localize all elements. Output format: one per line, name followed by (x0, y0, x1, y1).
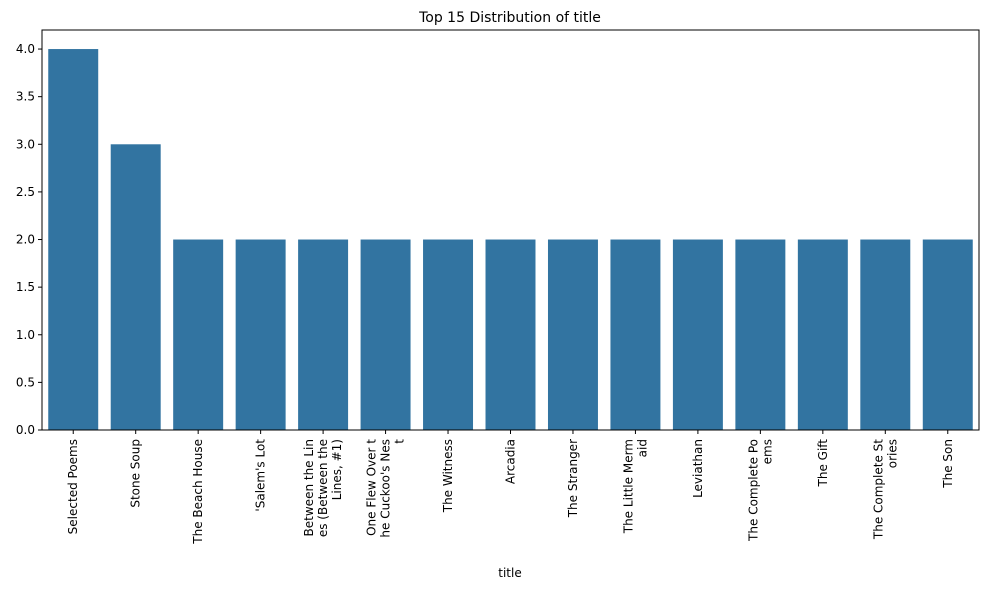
y-tick-label: 0.5 (16, 375, 35, 389)
x-tick-label-line: The Complete St (871, 439, 885, 540)
x-tick-label-line: The Complete Po (746, 439, 760, 542)
x-tick-label-line: Between the Lin (302, 439, 316, 536)
y-tick-label: 3.0 (16, 137, 35, 151)
bar-4 (298, 239, 349, 430)
x-tick-label-line: The Little Merm (621, 439, 635, 534)
bar-8 (547, 239, 598, 430)
chart-title: Top 15 Distribution of title (418, 10, 601, 26)
bar-7 (485, 239, 536, 430)
x-axis-label: title (498, 566, 521, 580)
bar-13 (860, 239, 911, 430)
x-tick-label: The Complete Po ems (746, 439, 774, 542)
y-tick-label: 2.5 (16, 185, 35, 199)
bar-0 (48, 49, 99, 431)
x-tick-label: Between the Lin es (Between the Lines, #1) (302, 439, 344, 537)
y-tick-label: 1.5 (16, 280, 35, 294)
bar-10 (672, 239, 723, 430)
x-tick-label: The Gift (816, 439, 830, 488)
x-tick-label-line: Stone Soup (129, 439, 143, 508)
x-tick-label: Leviathan (691, 439, 705, 498)
bar-11 (735, 239, 786, 430)
x-tick-label: 'Salem's Lot (254, 439, 268, 512)
x-tick-label: The Witness (441, 439, 455, 513)
x-tick-label-line: The Son (941, 439, 955, 489)
x-tick-label-line: One Flew Over t (365, 439, 379, 536)
x-tick-label: Selected Poems (66, 439, 80, 534)
bar-1 (110, 144, 161, 431)
x-tick-label-line: The Beach House (191, 439, 205, 545)
bar-2 (173, 239, 224, 430)
bars-group (48, 49, 973, 431)
y-axis: 0.0 0.5 1.0 1.5 2.0 2.5 3.0 3.5 4.0 (16, 42, 42, 437)
bar-6 (423, 239, 474, 430)
y-tick-label: 1.0 (16, 328, 35, 342)
x-tick-label-line: The Stranger (566, 439, 580, 518)
y-tick-label: 0.0 (16, 423, 35, 437)
x-tick-label-line: Leviathan (691, 439, 705, 498)
plot-frame (41, 29, 980, 431)
bar-5 (360, 239, 411, 430)
x-tick-label-line: ems (760, 439, 774, 464)
x-tick-label: One Flew Over t he Cuckoo's Nes t (365, 439, 407, 538)
x-tick-label-line: t (393, 439, 407, 444)
x-tick-label: Stone Soup (129, 439, 143, 508)
x-tick-label-line: Lines, #1) (330, 439, 344, 500)
bar-9 (610, 239, 661, 430)
x-tick-label: The Beach House (191, 439, 205, 545)
x-tick-label-line: Arcadia (504, 439, 518, 484)
bar-3 (235, 239, 286, 430)
x-tick-label: The Stranger (566, 439, 580, 518)
x-tick-label: Arcadia (504, 439, 518, 484)
bar-12 (797, 239, 848, 430)
x-axis: Selected Poems Stone Soup The Beach House '… (66, 430, 955, 545)
x-tick-label-line: 'Salem's Lot (254, 439, 268, 512)
y-tick-label: 3.5 (16, 90, 35, 104)
y-tick-label: 4.0 (16, 42, 35, 56)
x-tick-label: The Son (941, 439, 955, 489)
x-tick-label: The Complete St ories (871, 439, 899, 540)
x-tick-label-line: The Witness (441, 439, 455, 513)
x-tick-label-line: aid (635, 439, 649, 457)
x-tick-label-line: ories (885, 439, 899, 468)
x-tick-label-line: Selected Poems (66, 439, 80, 534)
x-tick-label-line: The Gift (816, 439, 830, 488)
bar-14 (922, 239, 973, 430)
y-tick-label: 2.0 (16, 233, 35, 247)
x-tick-label: The Little Merm aid (621, 439, 649, 534)
x-tick-label-line: es (Between the (316, 439, 330, 537)
x-tick-label-line: he Cuckoo's Nes (379, 439, 393, 538)
